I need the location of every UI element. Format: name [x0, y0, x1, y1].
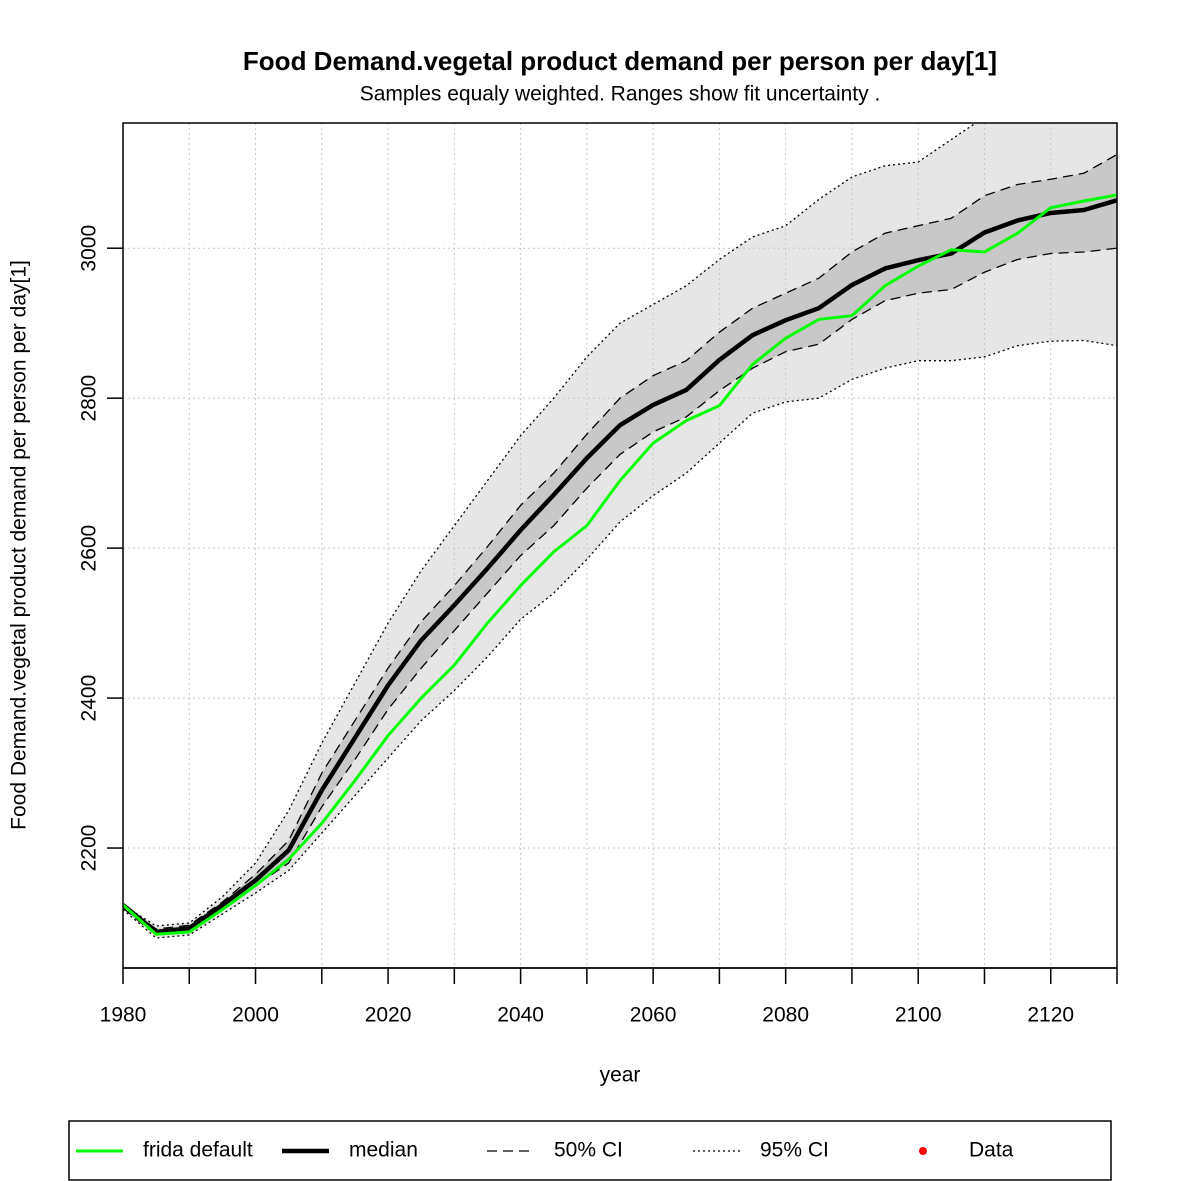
y-tick-label: 2200: [78, 825, 101, 872]
legend-swatch: [919, 1147, 927, 1155]
ci-band: [123, 123, 1117, 939]
y-tick-label: 2600: [78, 525, 101, 572]
ci-bound: [123, 153, 1117, 930]
legend-label: median: [349, 1139, 418, 1162]
ci-bound: [123, 123, 977, 927]
ci-band: [123, 154, 1117, 936]
chart-subtitle: Samples equaly weighted. Ranges show fit…: [360, 83, 881, 106]
plot-area: [123, 123, 1117, 968]
x-tick-label: 2080: [762, 1004, 809, 1027]
y-tick-label: 2400: [78, 675, 101, 722]
x-tick-label: 2060: [630, 1004, 677, 1027]
y-axis-label: Food Demand.vegetal product demand per p…: [8, 260, 31, 830]
y-tick-label: 3000: [78, 225, 101, 272]
legend-label: 50% CI: [554, 1139, 623, 1162]
legend-label: frida default: [143, 1139, 253, 1162]
x-tick-label: 1980: [100, 1004, 147, 1027]
x-tick-label: 2020: [365, 1004, 412, 1027]
chart-title: Food Demand.vegetal product demand per p…: [243, 46, 997, 76]
x-tick-label: 2100: [895, 1004, 942, 1027]
x-tick-label: 2040: [497, 1004, 544, 1027]
ci-bound: [123, 247, 1117, 936]
y-tick-label: 2800: [78, 375, 101, 422]
line: [123, 198, 1117, 935]
legend-label: Data: [969, 1139, 1014, 1162]
line: [123, 193, 1117, 936]
x-tick-label: 2120: [1027, 1004, 1074, 1027]
legend-box: [68, 1120, 1112, 1181]
legend-label: 95% CI: [760, 1139, 829, 1162]
x-axis-label: year: [600, 1064, 641, 1087]
ci-bound: [123, 339, 1117, 939]
x-tick-label: 2000: [232, 1004, 279, 1027]
